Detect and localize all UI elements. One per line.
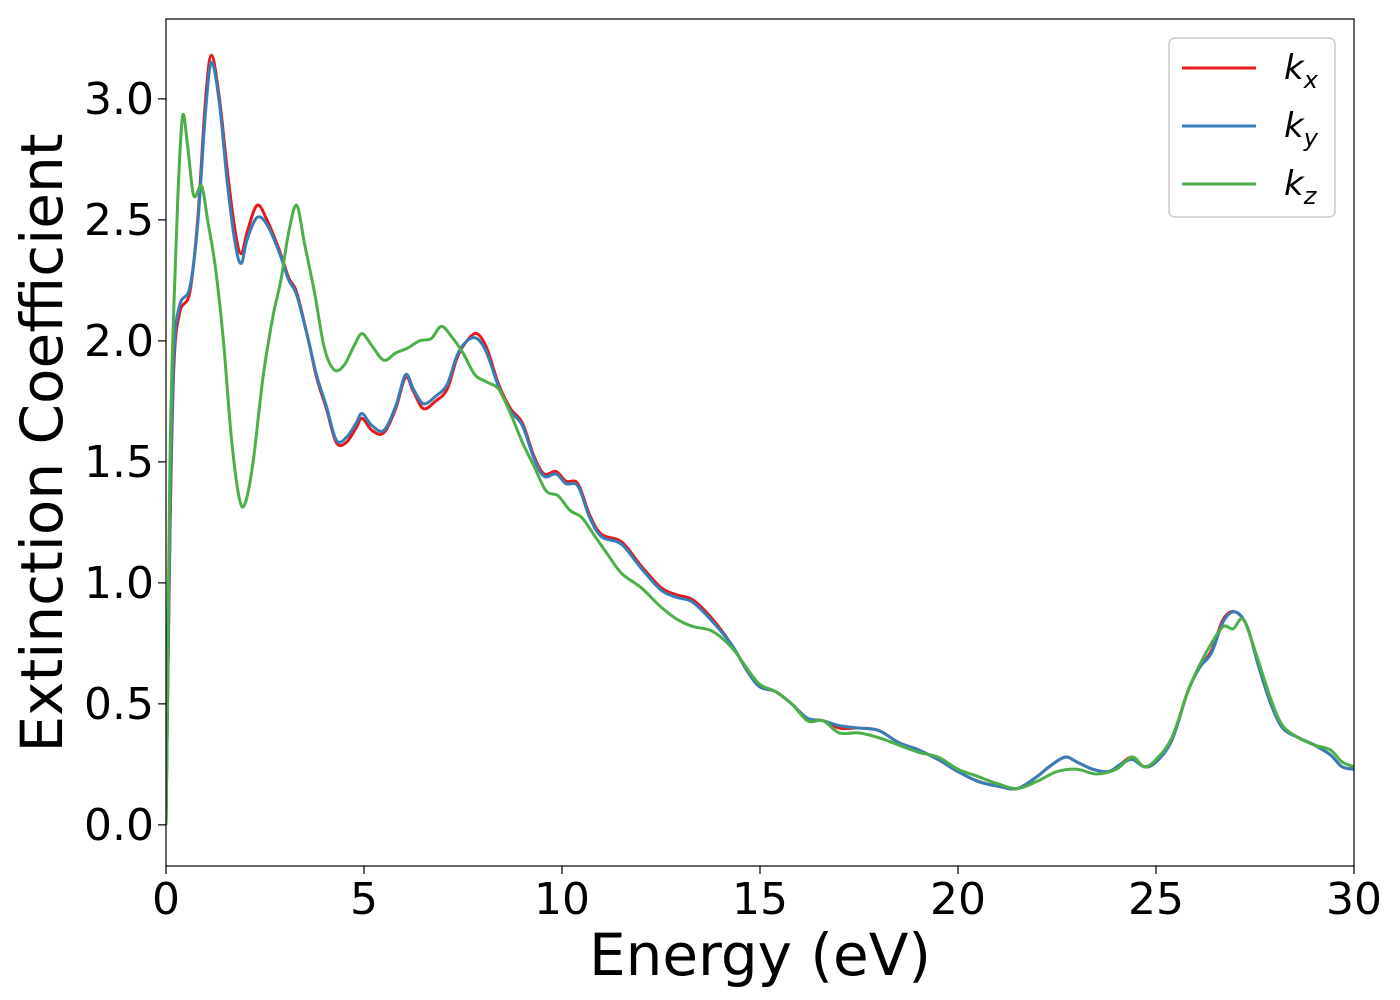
y-tick-label: 0.5 [84, 679, 154, 730]
y-tick-label: 0.0 [84, 800, 154, 851]
series-line-k-z [166, 112, 1354, 825]
x-axis-label: Energy (eV) [589, 921, 931, 989]
x-tick-label: 20 [930, 874, 986, 925]
x-tick-label: 25 [1128, 874, 1184, 925]
x-tick-label: 30 [1326, 874, 1382, 925]
series-layer [166, 53, 1354, 825]
x-axis-ticks: 0 5 10 15 20 25 30 [152, 866, 1382, 925]
legend-label-k-z: kz [1284, 164, 1318, 210]
x-tick-label: 15 [732, 874, 788, 925]
x-tick-label: 5 [350, 874, 378, 925]
legend-label-k-x: kx [1284, 48, 1319, 94]
x-tick-label: 10 [534, 874, 590, 925]
y-tick-label: 1.0 [84, 558, 154, 609]
legend: kx ky kz [1168, 37, 1336, 218]
y-tick-label: 2.0 [84, 316, 154, 367]
y-tick-label: 1.5 [84, 437, 154, 488]
y-tick-label: 2.5 [84, 195, 154, 246]
legend-label-k-y: ky [1284, 106, 1319, 152]
y-axis-ticks: 0.0 0.5 1.0 1.5 2.0 2.5 3.0 [84, 74, 166, 851]
y-tick-label: 3.0 [84, 74, 154, 125]
y-axis-label: Extinction Coefficient [8, 134, 76, 753]
x-tick-label: 0 [152, 874, 180, 925]
